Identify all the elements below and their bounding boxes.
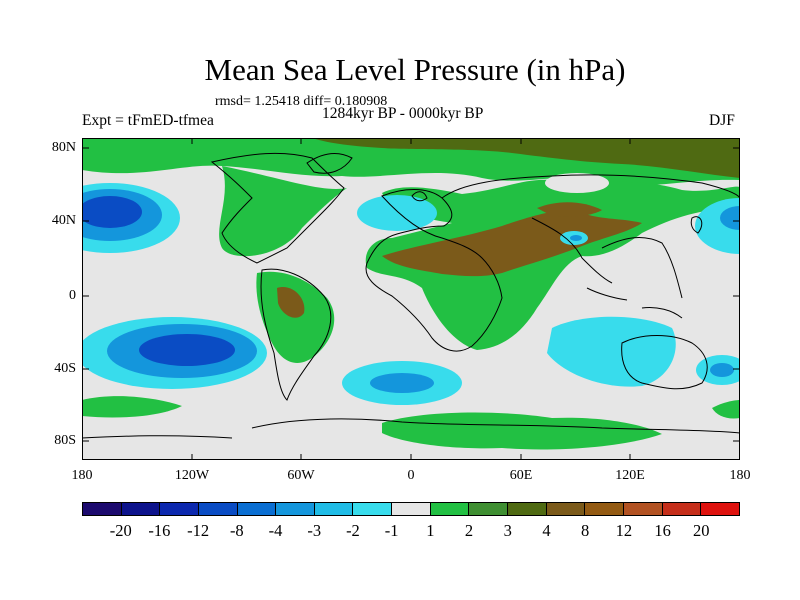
colorbar-label: -4 (268, 521, 283, 540)
colorbar-label: -1 (384, 521, 399, 540)
colorbar-cell (430, 503, 470, 515)
colorbar-cell (392, 503, 431, 515)
pressure-map (82, 138, 740, 460)
colorbar-label: 8 (581, 521, 590, 540)
axis-ticks (82, 138, 740, 460)
colorbar-cell (623, 503, 663, 515)
north-atlantic-low (357, 195, 437, 231)
colorbar-cell (662, 503, 702, 515)
colorbar-label: 16 (654, 521, 671, 540)
y-label-80n: 80N (51, 140, 76, 155)
time-period-label: 1284kyr BP - 0000kyr BP (322, 105, 484, 122)
y-label-40s: 40S (54, 361, 76, 376)
colorbar-label: 4 (542, 521, 551, 540)
y-label-0: 0 (69, 288, 76, 303)
colorbar-cell (314, 503, 354, 515)
experiment-label: Expt = tFmED-tfmea (82, 112, 214, 129)
colorbar-cell (237, 503, 277, 515)
colorbar-cell (546, 503, 586, 515)
tibet-low (560, 231, 588, 245)
x-label-120e: 120E (615, 468, 645, 483)
season-label: DJF (709, 112, 735, 129)
south-pacific-low (82, 317, 267, 389)
rmsd-diff-stats: rmsd= 1.25418 diff= 0.180908 (215, 94, 388, 109)
colorbar-cell (198, 503, 238, 515)
x-label-60w: 60W (287, 468, 315, 483)
coastlines (82, 152, 740, 439)
y-label-40n: 40N (51, 213, 76, 228)
pressure-map-canvas (82, 138, 740, 460)
colorbar-cell (508, 503, 547, 515)
colorbar-cell (83, 503, 122, 515)
colorbar-label: -2 (346, 521, 360, 540)
colorbar-label: -3 (307, 521, 322, 540)
x-label-180e: 180 (729, 468, 751, 483)
colorbar-label: -20 (109, 521, 132, 540)
colorbar-label: 1 (426, 521, 435, 540)
colorbar-cell (585, 503, 624, 515)
colorbar-cell (276, 503, 315, 515)
colorbar-label: 2 (464, 521, 474, 540)
x-label-120w: 120W (174, 468, 210, 483)
colorbar-cell (353, 503, 393, 515)
colorbar-label: 3 (503, 521, 512, 540)
colorbar-label: 20 (693, 521, 710, 540)
colorbar-cell (701, 503, 739, 515)
south-atlantic-low (342, 361, 462, 405)
colorbar-cell (121, 503, 161, 515)
colorbar-label: 12 (615, 521, 633, 540)
tasman-low (696, 355, 740, 385)
map-title: Mean Sea Level Pressure (in hPa) (204, 52, 626, 87)
east-pacific-low (695, 198, 740, 254)
colorbar-cell (469, 503, 509, 515)
colorbar-label: -8 (229, 521, 244, 540)
x-label-60e: 60E (509, 468, 533, 483)
colorbar-label: -12 (187, 521, 210, 540)
indian-ocean-low (547, 316, 676, 387)
x-label-180w: 180 (71, 468, 93, 483)
x-label-0: 0 (407, 468, 415, 483)
y-label-80s: 80S (54, 433, 76, 448)
north-pacific-low (82, 183, 180, 253)
colorbar-label: -16 (148, 521, 171, 540)
colorbar (82, 502, 740, 516)
colorbar-cell (160, 503, 199, 515)
